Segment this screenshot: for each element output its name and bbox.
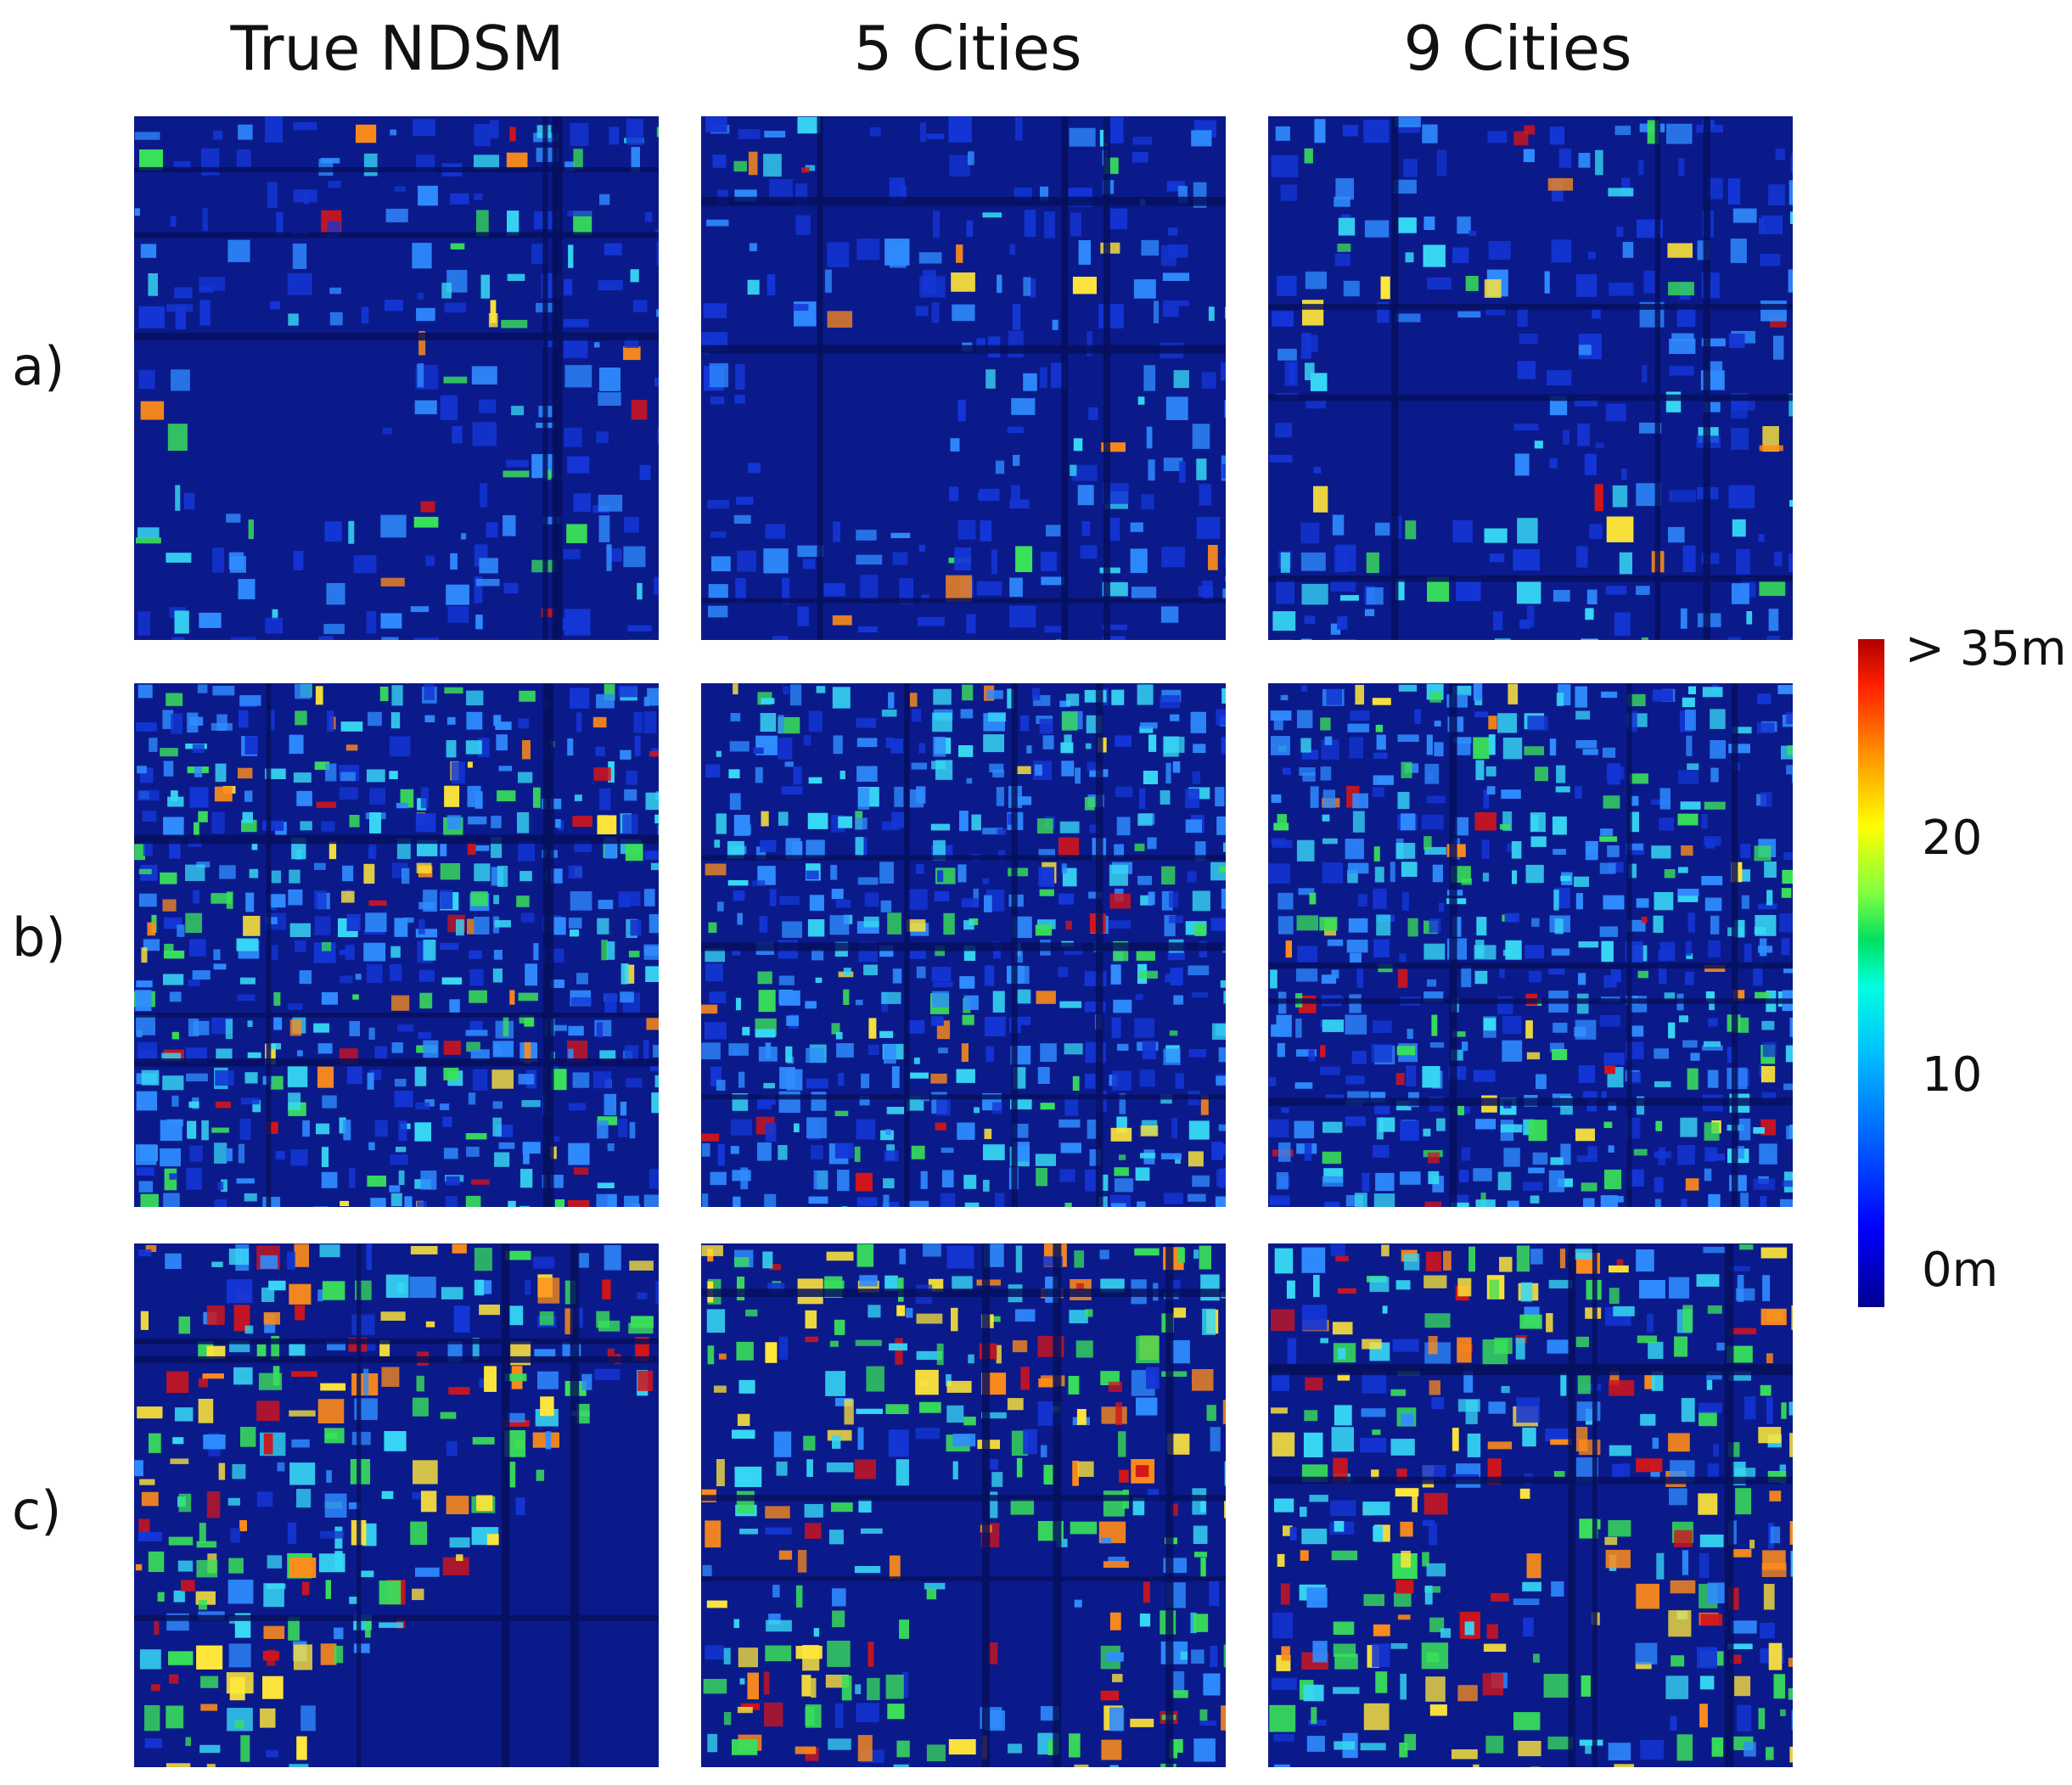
colorbar-label-20: 20: [1922, 811, 1983, 866]
panel-a-true-ndsm: [134, 116, 659, 640]
height-map-image: [1268, 1243, 1793, 1767]
panel-b-5-cities: [701, 683, 1226, 1207]
colorbar-label-max: > 35m: [1905, 621, 2067, 676]
row-label-a: a): [12, 335, 65, 397]
column-title-true-ndsm: True NDSM: [230, 13, 564, 84]
height-map-image: [1268, 116, 1793, 640]
panel-b-true-ndsm: [134, 683, 659, 1207]
panel-c-true-ndsm: [134, 1243, 659, 1767]
height-map-image: [701, 1243, 1226, 1767]
height-map-image: [1268, 683, 1793, 1207]
height-map-image: [701, 683, 1226, 1207]
panel-c-5-cities: [701, 1243, 1226, 1767]
panel-a-5-cities: [701, 116, 1226, 640]
panel-b-9-cities: [1268, 683, 1793, 1207]
colorbar-label-10: 10: [1922, 1047, 1983, 1103]
height-map-image: [134, 683, 659, 1207]
panel-a-9-cities: [1268, 116, 1793, 640]
colorbar-label-min: 0m: [1922, 1243, 1999, 1298]
column-title-9-cities: 9 Cities: [1403, 13, 1632, 84]
row-label-b: b): [12, 907, 66, 968]
height-map-image: [134, 1243, 659, 1767]
colorbar: [1858, 639, 1884, 1307]
column-title-5-cities: 5 Cities: [853, 13, 1082, 84]
height-map-image: [701, 116, 1226, 640]
height-map-image: [134, 116, 659, 640]
row-label-c: c): [12, 1479, 62, 1541]
panel-c-9-cities: [1268, 1243, 1793, 1767]
